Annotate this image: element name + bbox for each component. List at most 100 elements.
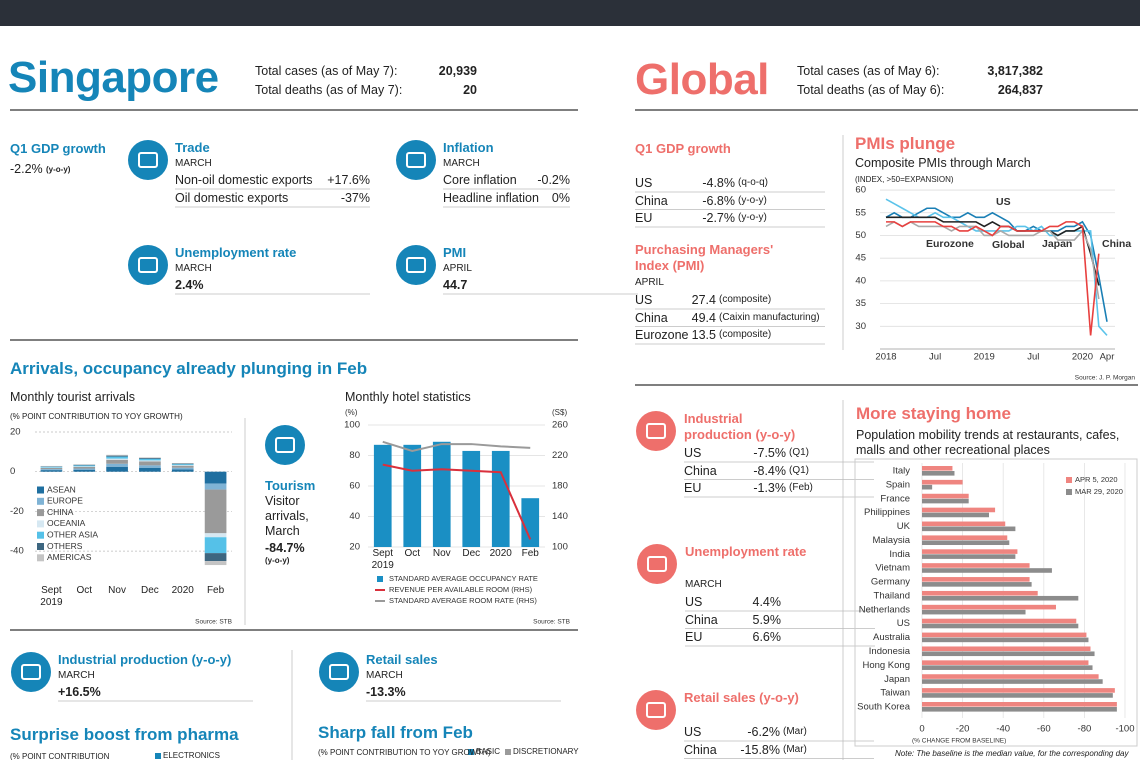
block-title: Inflation	[443, 140, 494, 155]
row-value: -8.4%	[753, 463, 786, 478]
row-note: (Q1)	[789, 464, 809, 476]
chart-subtitle: (% POINT CONTRIBUTION TO YOY GROWTH)	[10, 412, 183, 421]
kpi-note: (y-o-y)	[46, 165, 71, 174]
series-label: Eurozone	[926, 238, 974, 250]
deaths-value: 20	[463, 83, 477, 97]
row-label: China	[685, 612, 718, 627]
row-label: US	[685, 595, 703, 609]
row-value: 6.6%	[752, 630, 782, 644]
row-note: (Mar)	[783, 726, 807, 737]
y-tick-label: Spain	[886, 479, 910, 490]
tourism-title: Tourism	[265, 478, 316, 493]
x-tick-label: Jul	[1027, 352, 1039, 363]
icon	[396, 140, 436, 180]
bar-segment	[139, 458, 161, 461]
bar	[922, 479, 963, 485]
series-label: China	[1102, 238, 1131, 250]
block-value: 44.7	[443, 278, 468, 292]
row-note: (composite)	[719, 294, 772, 305]
block-title: Unemployment rate	[685, 544, 807, 559]
legend-label: APR 5, 2020	[1075, 475, 1118, 484]
icon	[396, 245, 436, 285]
chart-note: (INDEX, >50=EXPANSION)	[855, 175, 954, 184]
legend-swatch	[155, 753, 161, 759]
bar	[922, 526, 1016, 532]
row-label: EU	[685, 630, 703, 644]
bar	[922, 646, 1091, 652]
bar-segment	[171, 469, 194, 472]
line	[885, 207, 1108, 322]
row-value: -6.8%	[702, 193, 735, 208]
block-period: MARCH	[443, 158, 480, 169]
row-note: (composite)	[719, 329, 772, 340]
y-tick-label: 0	[10, 466, 15, 477]
chart-subtitle: Population mobility trends at restaurant…	[856, 428, 1120, 457]
icon-glyph	[329, 664, 349, 680]
legend-swatch	[37, 554, 44, 562]
y-tick-label: India	[889, 549, 910, 560]
bar	[922, 618, 1077, 624]
bar-segment	[204, 471, 227, 484]
cases-value: 3,817,382	[987, 64, 1043, 78]
block-period: MARCH	[175, 263, 212, 274]
y2-tick-label: 180	[552, 481, 568, 492]
legend-label: ELECTRONICS	[163, 751, 220, 760]
bar	[922, 590, 1038, 596]
bar	[922, 707, 1117, 712]
y-tick-label: Philippines	[864, 507, 910, 518]
row-value: 4.4%	[752, 595, 782, 609]
y-tick-label: 55	[855, 207, 866, 218]
section-title: Global	[635, 55, 769, 104]
icon-glyph	[275, 437, 295, 453]
icon	[128, 245, 168, 285]
row-note: (y-o-y)	[738, 212, 767, 223]
bar-segment	[139, 457, 161, 458]
icon	[319, 652, 359, 692]
row-label: US	[684, 446, 702, 460]
block-title: Industrial production (y-o-y)	[684, 411, 796, 442]
row-label: Headline inflation	[443, 191, 539, 205]
chart-subtitle: Composite PMIs through March	[855, 156, 1031, 170]
source: Source: J. P. Morgan	[1075, 375, 1136, 382]
block-title: Trade	[175, 140, 210, 155]
block-period: MARCH	[685, 579, 722, 590]
icon-glyph	[138, 257, 158, 273]
bar-segment	[40, 467, 63, 470]
legend-swatch	[1066, 489, 1072, 495]
chart-title: PMIs plunge	[855, 134, 956, 153]
bar	[521, 498, 540, 547]
legend-label: BASIC	[476, 747, 501, 756]
legend-swatch	[37, 520, 44, 528]
x-tick-label: -100	[1115, 724, 1134, 735]
bar	[922, 577, 1030, 582]
bar	[922, 623, 1079, 629]
icon-glyph	[138, 152, 158, 168]
x-tick-label: Feb	[521, 548, 539, 559]
line	[886, 221, 1100, 336]
y-tick-label: Malaysia	[873, 535, 911, 546]
y-tick-label: UK	[897, 521, 911, 532]
row-value: -2.7%	[702, 211, 735, 225]
legend-label: OCEANIA	[47, 518, 86, 528]
row-label: EU	[684, 481, 702, 495]
row-label: EU	[635, 211, 653, 225]
chart-note: Note: The baseline is the median value, …	[895, 749, 1129, 758]
y-tick-label: 80	[349, 450, 360, 461]
plot-frame	[854, 458, 1138, 747]
legend-label: ASEAN	[47, 484, 76, 494]
row-label: Core inflation	[443, 173, 517, 187]
bar	[922, 674, 1099, 679]
x-axis-label: (% CHANGE FROM BASELINE)	[912, 738, 1006, 745]
legend-swatch	[37, 497, 44, 505]
row-label: China	[684, 463, 717, 478]
bar-segment	[204, 553, 227, 562]
block-period: MARCH	[58, 670, 95, 681]
banner	[0, 0, 1140, 26]
bar	[922, 568, 1052, 573]
bar-segment	[139, 460, 161, 462]
block-title: Retail sales (y-o-y)	[684, 690, 799, 705]
section-title: Singapore	[8, 53, 219, 102]
icon-glyph	[647, 556, 667, 572]
section-heading: Sharp fall from Feb	[318, 723, 473, 742]
